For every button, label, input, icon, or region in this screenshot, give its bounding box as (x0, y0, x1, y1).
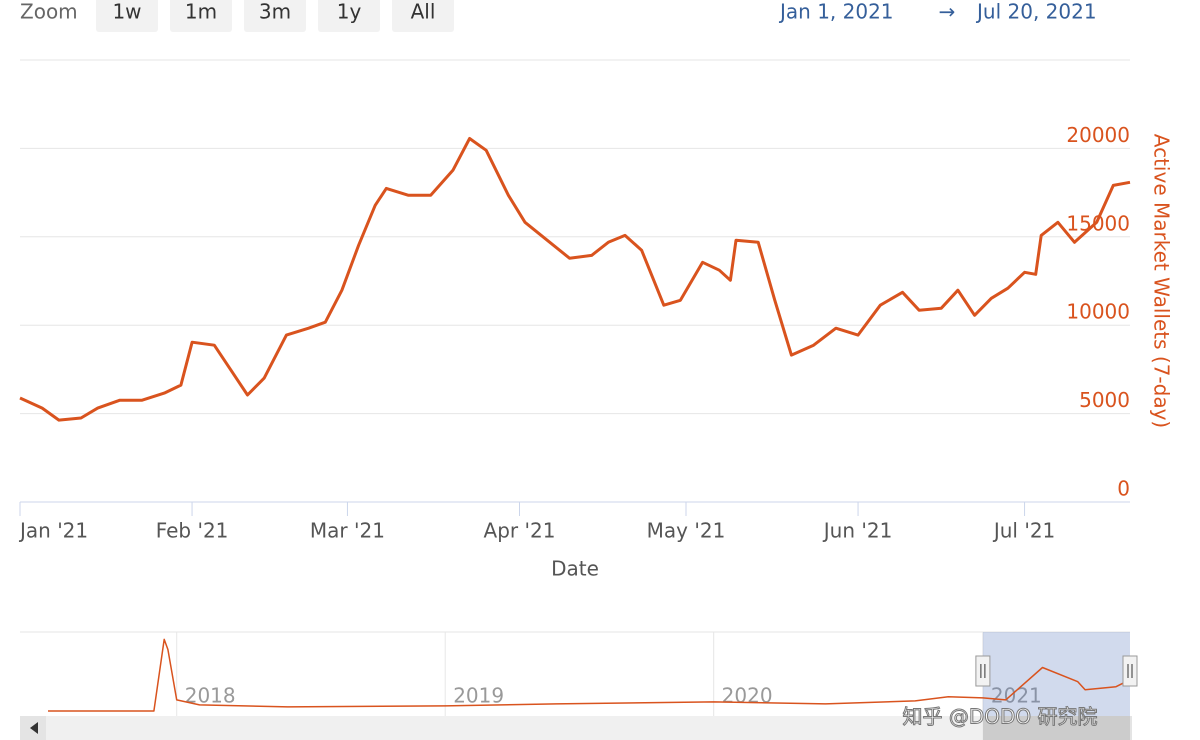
x-tick-label: May '21 (647, 519, 726, 543)
x-tick-label: Jun '21 (822, 519, 893, 543)
handle-grip (1127, 664, 1133, 678)
watermark: 知乎 @DODO 研究院 (903, 705, 1098, 729)
main-line (19, 137, 1131, 422)
y-tick-label: 15000 (1066, 211, 1130, 235)
navigator-tick-label: 2021 (991, 684, 1042, 708)
range-arrow: → (939, 0, 956, 24)
scroll-thumb[interactable] (982, 716, 1130, 740)
zoom-button-label: 1y (337, 0, 362, 24)
navigator-line (48, 638, 1131, 712)
y-tick-label: 20000 (1066, 123, 1130, 147)
zoom-button-label: 1m (185, 0, 217, 24)
y-axis-title: Active Market Wallets (7-day) (1150, 134, 1174, 428)
x-tick-label: Jul '21 (992, 519, 1055, 543)
navigator-selection (982, 632, 1130, 716)
x-tick-label: Jan '21 (18, 519, 88, 543)
x-tick-label: Mar '21 (310, 519, 385, 543)
zoom-button-label: 1w (112, 0, 141, 24)
x-axis-title: Date (551, 557, 599, 581)
zoom-button-label: All (411, 0, 436, 24)
x-tick-label: Apr '21 (484, 519, 556, 543)
zoom-button[interactable] (244, 0, 306, 32)
arrow-left (30, 722, 38, 734)
navigator-handle[interactable] (1122, 655, 1138, 687)
zoom-button[interactable] (318, 0, 380, 32)
navigator-tick-label: 2020 (722, 684, 773, 708)
x-tick-label: Feb '21 (156, 519, 229, 543)
navigator-handle[interactable] (975, 655, 991, 687)
y-tick-label: 10000 (1066, 300, 1130, 324)
zoom-label: Zoom (20, 0, 78, 24)
zoom-button-label: 3m (259, 0, 291, 24)
navigator-tick-label: 2019 (453, 684, 504, 708)
y-tick-label: 5000 (1079, 388, 1130, 412)
handle-grip (980, 664, 986, 678)
zoom-button[interactable] (170, 0, 232, 32)
range-to[interactable]: Jul 20, 2021 (975, 0, 1097, 24)
y-tick-label: 0 (1117, 477, 1130, 501)
zoom-button[interactable] (96, 0, 158, 32)
range-from[interactable]: Jan 1, 2021 (778, 0, 894, 24)
scrollbar[interactable] (20, 716, 1132, 740)
zoom-button[interactable] (392, 0, 454, 32)
